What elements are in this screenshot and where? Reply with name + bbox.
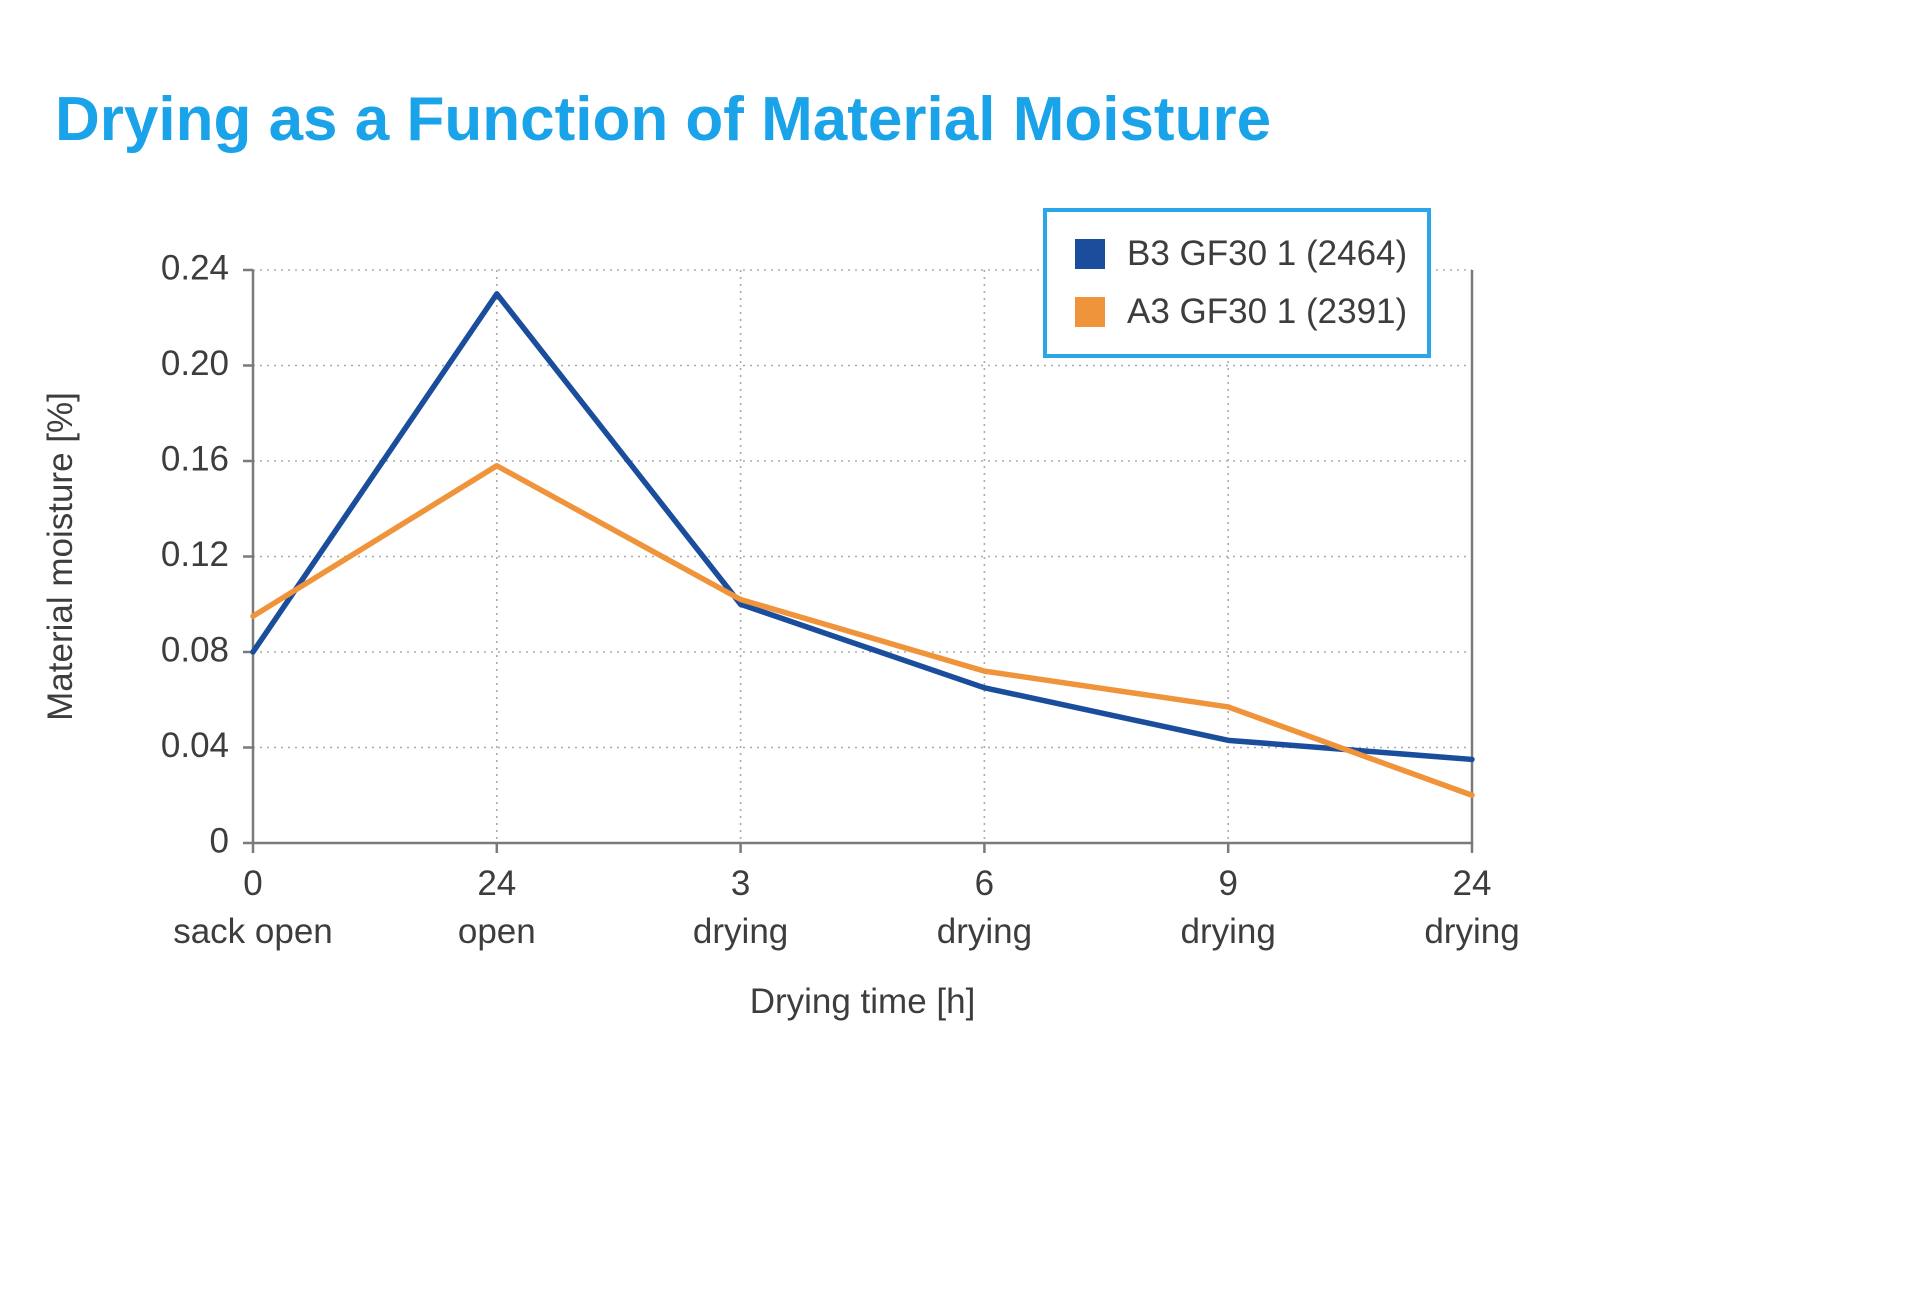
x-axis-label: Drying time [h] xyxy=(750,982,976,1021)
y-tick-label: 0.08 xyxy=(161,630,229,669)
legend: B3 GF30 1 (2464) A3 GF30 1 (2391) xyxy=(1043,208,1431,358)
legend-label: A3 GF30 1 (2391) xyxy=(1127,292,1408,331)
series-line-1 xyxy=(250,463,1475,798)
y-tick-label: 0.24 xyxy=(161,248,229,287)
y-tick-label: 0.04 xyxy=(161,726,229,765)
x-tick-sublabel: drying xyxy=(1181,912,1276,951)
y-axis-label: Material moisture [%] xyxy=(41,392,80,721)
y-tick-label: 0.12 xyxy=(161,535,229,574)
x-tick-label: 3 xyxy=(731,864,750,903)
x-tick-label: 9 xyxy=(1218,864,1237,903)
legend-label: B3 GF30 1 (2464) xyxy=(1127,234,1408,273)
x-tick-sublabel: drying xyxy=(1424,912,1519,951)
legend-swatch-icon xyxy=(1075,239,1105,269)
legend-item: B3 GF30 1 (2464) xyxy=(1075,234,1407,274)
x-tick-sublabel: drying xyxy=(693,912,788,951)
x-tick-label: 24 xyxy=(1453,864,1492,903)
x-tick-label: 6 xyxy=(975,864,994,903)
series-line-0 xyxy=(250,291,1475,763)
y-tick-label: 0 xyxy=(210,821,229,860)
legend-swatch-icon xyxy=(1075,297,1105,327)
x-tick-label: 0 xyxy=(243,864,262,903)
x-tick-label: 24 xyxy=(477,864,516,903)
y-tick-label: 0.20 xyxy=(161,344,229,383)
legend-item: A3 GF30 1 (2391) xyxy=(1075,292,1407,332)
x-tick-sublabel: open xyxy=(458,912,536,951)
x-tick-sublabel: drying xyxy=(937,912,1032,951)
page-title: Drying as a Function of Material Moistur… xyxy=(55,84,1272,154)
x-tick-sublabel: sack open xyxy=(173,912,333,951)
y-tick-label: 0.16 xyxy=(161,439,229,478)
